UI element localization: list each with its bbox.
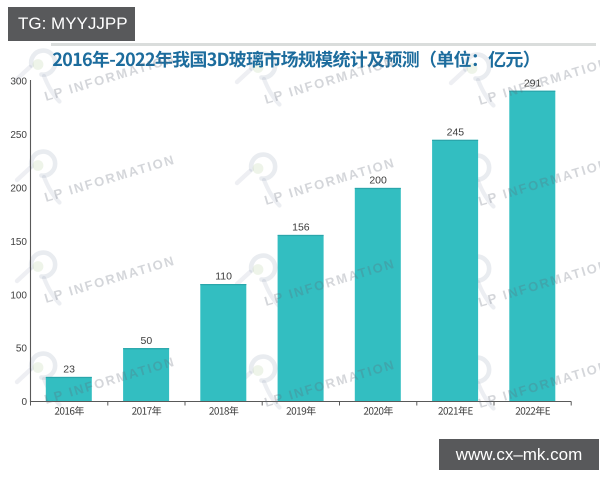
svg-text:110: 110 xyxy=(215,271,232,283)
svg-text:250: 250 xyxy=(10,130,27,141)
svg-text:LP INFORMATION: LP INFORMATION xyxy=(477,257,600,310)
svg-text:300: 300 xyxy=(10,77,27,88)
svg-text:200: 200 xyxy=(369,175,387,187)
svg-text:245: 245 xyxy=(447,127,465,139)
svg-text:LP INFORMATION: LP INFORMATION xyxy=(263,155,398,208)
svg-text:LP INFORMATION: LP INFORMATION xyxy=(477,358,600,411)
svg-text:50: 50 xyxy=(141,335,153,347)
svg-text:LP INFORMATION: LP INFORMATION xyxy=(263,256,398,309)
svg-text:0: 0 xyxy=(21,397,27,408)
svg-text:50: 50 xyxy=(16,344,28,355)
svg-text:LP INFORMATION: LP INFORMATION xyxy=(43,51,178,104)
svg-text:23: 23 xyxy=(63,364,75,376)
svg-text:200: 200 xyxy=(10,184,27,195)
svg-text:150: 150 xyxy=(10,237,27,248)
svg-text:100: 100 xyxy=(10,290,27,301)
svg-text:LP INFORMATION: LP INFORMATION xyxy=(477,156,600,209)
svg-text:LP INFORMATION: LP INFORMATION xyxy=(43,354,178,407)
svg-text:291: 291 xyxy=(524,77,542,89)
svg-text:LP INFORMATION: LP INFORMATION xyxy=(43,152,178,205)
svg-text:LP INFORMATION: LP INFORMATION xyxy=(477,55,600,108)
svg-text:156: 156 xyxy=(292,222,310,234)
svg-text:LP INFORMATION: LP INFORMATION xyxy=(263,54,398,107)
svg-text:LP INFORMATION: LP INFORMATION xyxy=(43,253,178,306)
svg-text:LP INFORMATION: LP INFORMATION xyxy=(263,357,398,410)
